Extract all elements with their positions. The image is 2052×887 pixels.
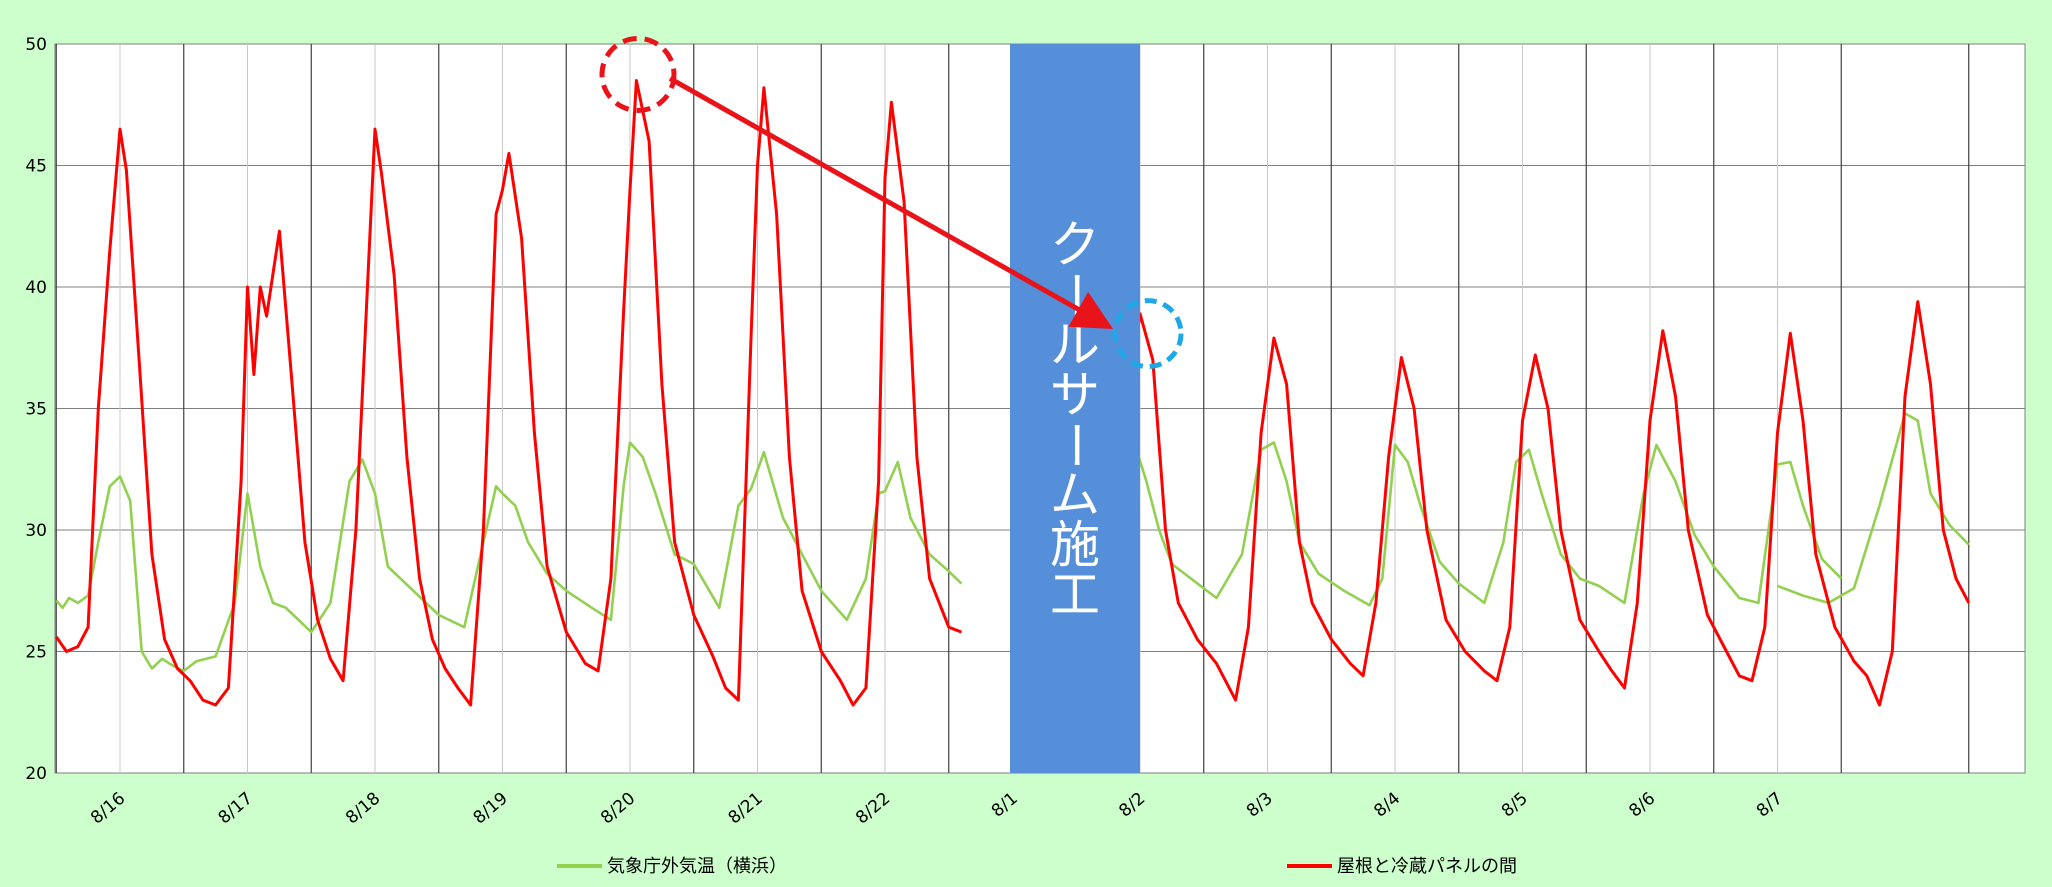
annotation-char: サ <box>1050 366 1100 424</box>
y-tick-label: 45 <box>25 157 47 177</box>
y-axis: 20 25 30 35 40 45 50 <box>25 35 47 784</box>
legend: 気象庁外気温（横浜） 屋根と冷蔵パネルの間 <box>557 856 1517 877</box>
annotation-char: ム <box>1050 466 1100 524</box>
y-tick-label: 20 <box>25 764 47 784</box>
annotation-band <box>1010 44 1140 773</box>
y-tick-label: 30 <box>25 521 47 541</box>
annotation-char: ー <box>1046 420 1104 470</box>
highlight-arrow <box>668 76 1114 329</box>
highlight-before-circle <box>599 35 677 113</box>
legend-label: 屋根と冷蔵パネルの間 <box>1337 856 1517 877</box>
y-tick-label: 35 <box>25 400 47 420</box>
annotation-char: 施 <box>1050 516 1100 574</box>
y-tick-label: 40 <box>25 278 47 298</box>
y-tick-label: 25 <box>25 643 47 663</box>
highlight-after-circle <box>1112 298 1184 370</box>
series-line <box>55 79 963 707</box>
y-tick-label: 50 <box>25 35 47 55</box>
legend-label: 気象庁外気温（横浜） <box>607 856 787 877</box>
annotation-char: 工 <box>1050 566 1100 624</box>
series-line <box>1050 436 1843 607</box>
series-layer <box>55 79 1971 707</box>
series-line <box>1062 300 1971 707</box>
annotation-char: ク <box>1050 216 1100 274</box>
